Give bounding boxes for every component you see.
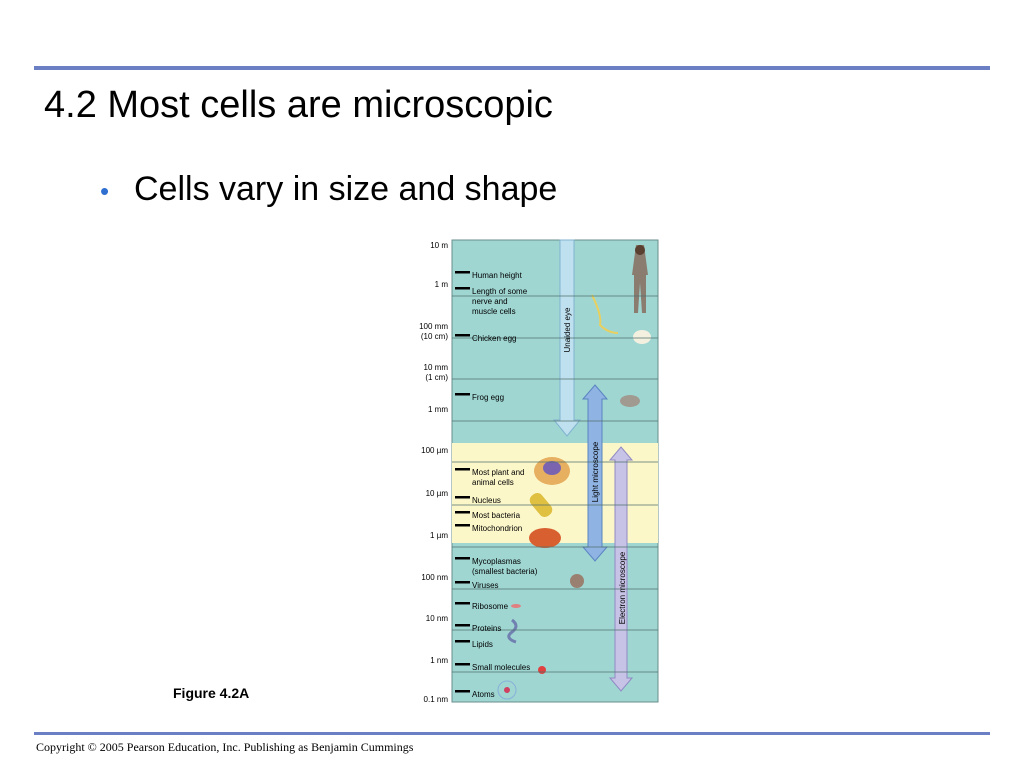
item-label: Lipids — [472, 640, 493, 649]
item-label: Ribosome — [472, 602, 509, 611]
item-label: (smallest bacteria) — [472, 567, 538, 576]
item-label: Viruses — [472, 581, 499, 590]
scale-label: 10 µm — [426, 489, 449, 498]
item-label: Chicken egg — [472, 334, 516, 343]
size-marker — [455, 496, 470, 499]
size-marker — [455, 663, 470, 666]
scale-label: 1 µm — [430, 531, 448, 540]
size-marker — [455, 393, 470, 396]
range-label: Unaided eye — [563, 307, 572, 352]
scale-label: 100 nm — [421, 573, 448, 582]
range-label: Electron microscope — [618, 551, 627, 624]
scale-label: 100 µm — [421, 446, 448, 455]
item-label: Most bacteria — [472, 511, 521, 520]
size-marker — [455, 511, 470, 514]
scale-label: (1 cm) — [425, 373, 448, 382]
item-label: Proteins — [472, 624, 501, 633]
item-label: Small molecules — [472, 663, 530, 672]
top-rule — [34, 66, 990, 70]
size-marker — [455, 557, 470, 560]
size-marker — [455, 602, 470, 605]
scale-label: 0.1 nm — [424, 695, 449, 704]
size-marker — [455, 287, 470, 290]
scale-label: 1 m — [435, 280, 449, 289]
size-marker — [455, 271, 470, 274]
scale-label: (10 cm) — [421, 332, 448, 341]
item-label: Frog egg — [472, 393, 504, 402]
item-label: animal cells — [472, 478, 514, 487]
figure-caption: Figure 4.2A — [173, 685, 250, 701]
light-microscope-arrow — [581, 384, 609, 562]
size-marker — [455, 334, 470, 337]
item-label: Mitochondrion — [472, 524, 522, 533]
scale-label: 1 mm — [428, 405, 448, 414]
scale-label: 10 mm — [424, 363, 449, 372]
range-label: Light microscope — [591, 441, 600, 502]
item-label: Most plant and — [472, 468, 524, 477]
size-marker — [455, 690, 470, 693]
item-label: nerve and — [472, 297, 508, 306]
size-marker — [455, 640, 470, 643]
size-marker — [455, 581, 470, 584]
size-marker — [455, 524, 470, 527]
item-label: Nucleus — [472, 496, 501, 505]
item-label: Length of some — [472, 287, 528, 296]
scale-label: 10 nm — [426, 614, 449, 623]
scale-label: 10 m — [430, 241, 448, 250]
bullet-text: Cells vary in size and shape — [134, 170, 558, 208]
bottom-rule — [34, 732, 990, 735]
item-label: Mycoplasmas — [472, 557, 521, 566]
item-label: muscle cells — [472, 307, 516, 316]
item-label: Atoms — [472, 690, 495, 699]
slide-title: 4.2 Most cells are microscopic — [44, 84, 553, 126]
size-marker — [455, 468, 470, 471]
size-marker — [455, 624, 470, 627]
scale-label: 1 nm — [430, 656, 448, 665]
item-label: Human height — [472, 271, 523, 280]
scale-label: 100 mm — [419, 322, 448, 331]
copyright: Copyright © 2005 Pearson Education, Inc.… — [36, 740, 414, 754]
